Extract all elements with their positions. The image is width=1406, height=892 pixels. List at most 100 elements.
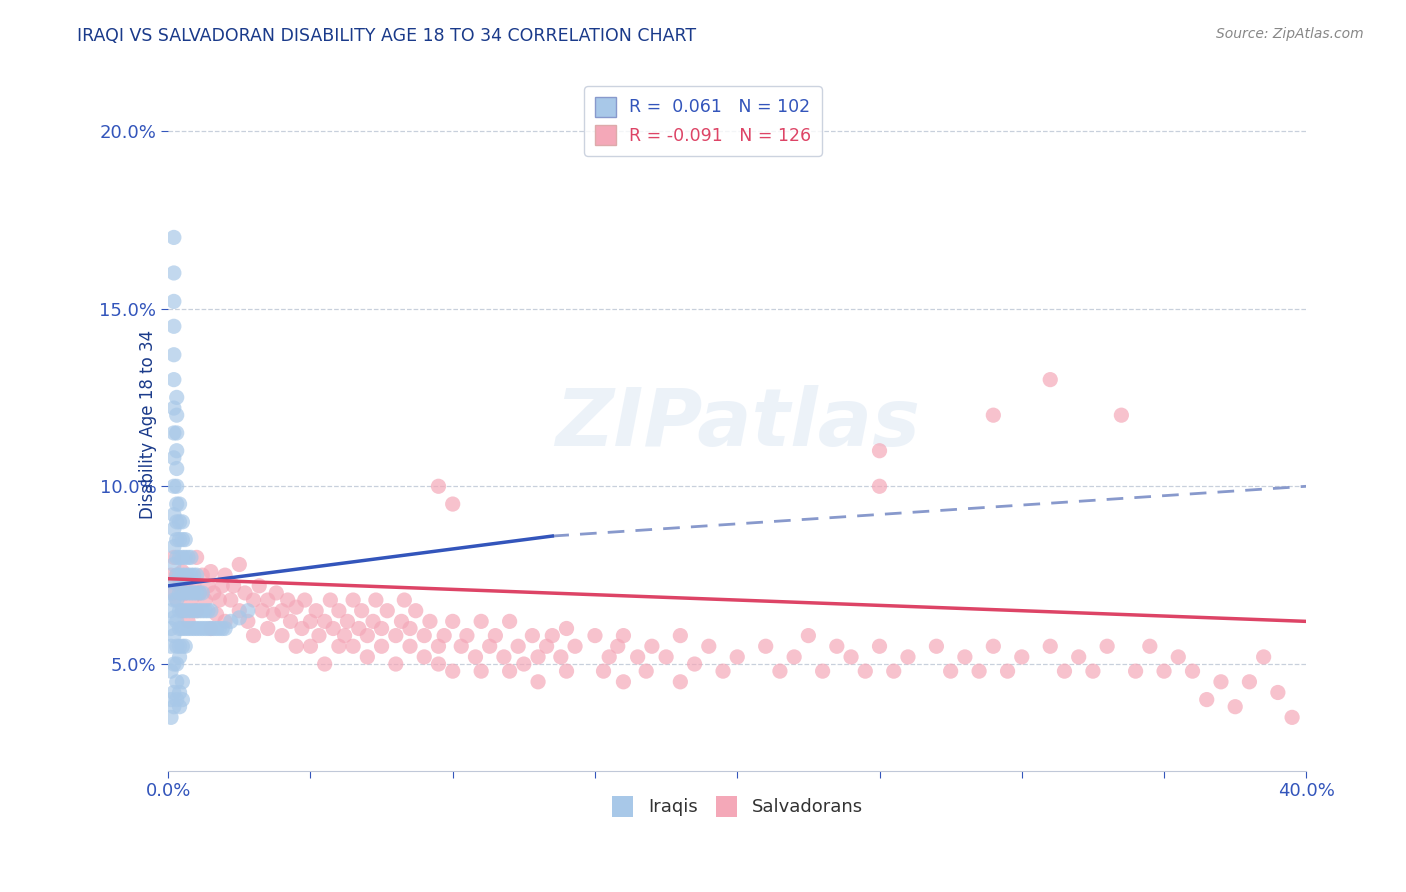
Point (1111, 408, 1133, 422)
Point (160, 664, 183, 678)
Point (294, 593, 316, 607)
Point (1181, 664, 1204, 678)
Point (186, 550, 208, 565)
Point (172, 622, 194, 636)
Point (160, 586, 183, 600)
Point (853, 664, 876, 678)
Point (997, 664, 1019, 678)
Point (897, 649, 920, 664)
Point (394, 593, 416, 607)
Point (166, 640, 188, 654)
Point (280, 615, 302, 629)
Point (755, 640, 778, 654)
Point (169, 579, 191, 593)
Point (612, 674, 634, 689)
Point (266, 586, 288, 600)
Point (247, 579, 270, 593)
Point (177, 550, 200, 565)
Point (211, 579, 233, 593)
Point (172, 692, 194, 706)
Point (250, 604, 273, 618)
Point (208, 593, 231, 607)
Point (186, 604, 208, 618)
Point (555, 664, 578, 678)
Point (869, 640, 891, 654)
Point (370, 622, 392, 636)
Point (541, 629, 564, 643)
Point (169, 550, 191, 565)
Point (953, 649, 976, 664)
Point (319, 593, 342, 607)
Point (1039, 640, 1062, 654)
Point (163, 348, 186, 362)
Point (256, 593, 278, 607)
Point (361, 615, 384, 629)
Point (160, 710, 183, 724)
Point (314, 615, 336, 629)
Point (498, 664, 520, 678)
Point (169, 604, 191, 618)
Point (277, 593, 299, 607)
Point (399, 640, 422, 654)
Point (172, 640, 194, 654)
Point (186, 586, 208, 600)
Point (163, 629, 186, 643)
Point (1139, 640, 1161, 654)
Point (555, 622, 578, 636)
Point (163, 479, 186, 493)
Point (186, 568, 208, 582)
Point (177, 586, 200, 600)
Point (697, 640, 720, 654)
Point (1053, 664, 1076, 678)
Point (163, 319, 186, 334)
Point (314, 657, 336, 671)
Point (163, 230, 186, 244)
Point (1095, 640, 1118, 654)
Point (214, 568, 236, 582)
Point (550, 649, 572, 664)
Point (183, 622, 205, 636)
Point (172, 586, 194, 600)
Point (172, 604, 194, 618)
Point (163, 508, 186, 522)
Point (1167, 649, 1189, 664)
Point (169, 685, 191, 699)
Point (1239, 674, 1261, 689)
Point (350, 604, 373, 618)
Point (375, 604, 398, 618)
Point (242, 593, 264, 607)
Point (191, 604, 214, 618)
Point (869, 443, 891, 458)
Point (174, 533, 197, 547)
Point (214, 615, 236, 629)
Point (180, 622, 202, 636)
Point (186, 622, 208, 636)
Point (180, 593, 202, 607)
Legend: Iraqis, Salvadorans: Iraqis, Salvadorans (605, 789, 870, 824)
Point (669, 674, 692, 689)
Point (305, 604, 328, 618)
Point (183, 604, 205, 618)
Point (342, 593, 364, 607)
Point (328, 640, 350, 654)
Point (202, 586, 225, 600)
Point (200, 622, 222, 636)
Point (166, 568, 188, 582)
Point (169, 515, 191, 529)
Point (174, 586, 197, 600)
Point (214, 622, 236, 636)
Point (328, 604, 350, 618)
Point (271, 629, 294, 643)
Point (172, 565, 194, 579)
Point (197, 579, 219, 593)
Point (169, 640, 191, 654)
Point (169, 699, 191, 714)
Point (174, 640, 197, 654)
Point (981, 408, 1004, 422)
Point (883, 664, 905, 678)
Point (166, 408, 188, 422)
Point (172, 533, 194, 547)
Y-axis label: Disability Age 18 to 34: Disability Age 18 to 34 (139, 329, 157, 518)
Point (163, 522, 186, 536)
Point (939, 664, 962, 678)
